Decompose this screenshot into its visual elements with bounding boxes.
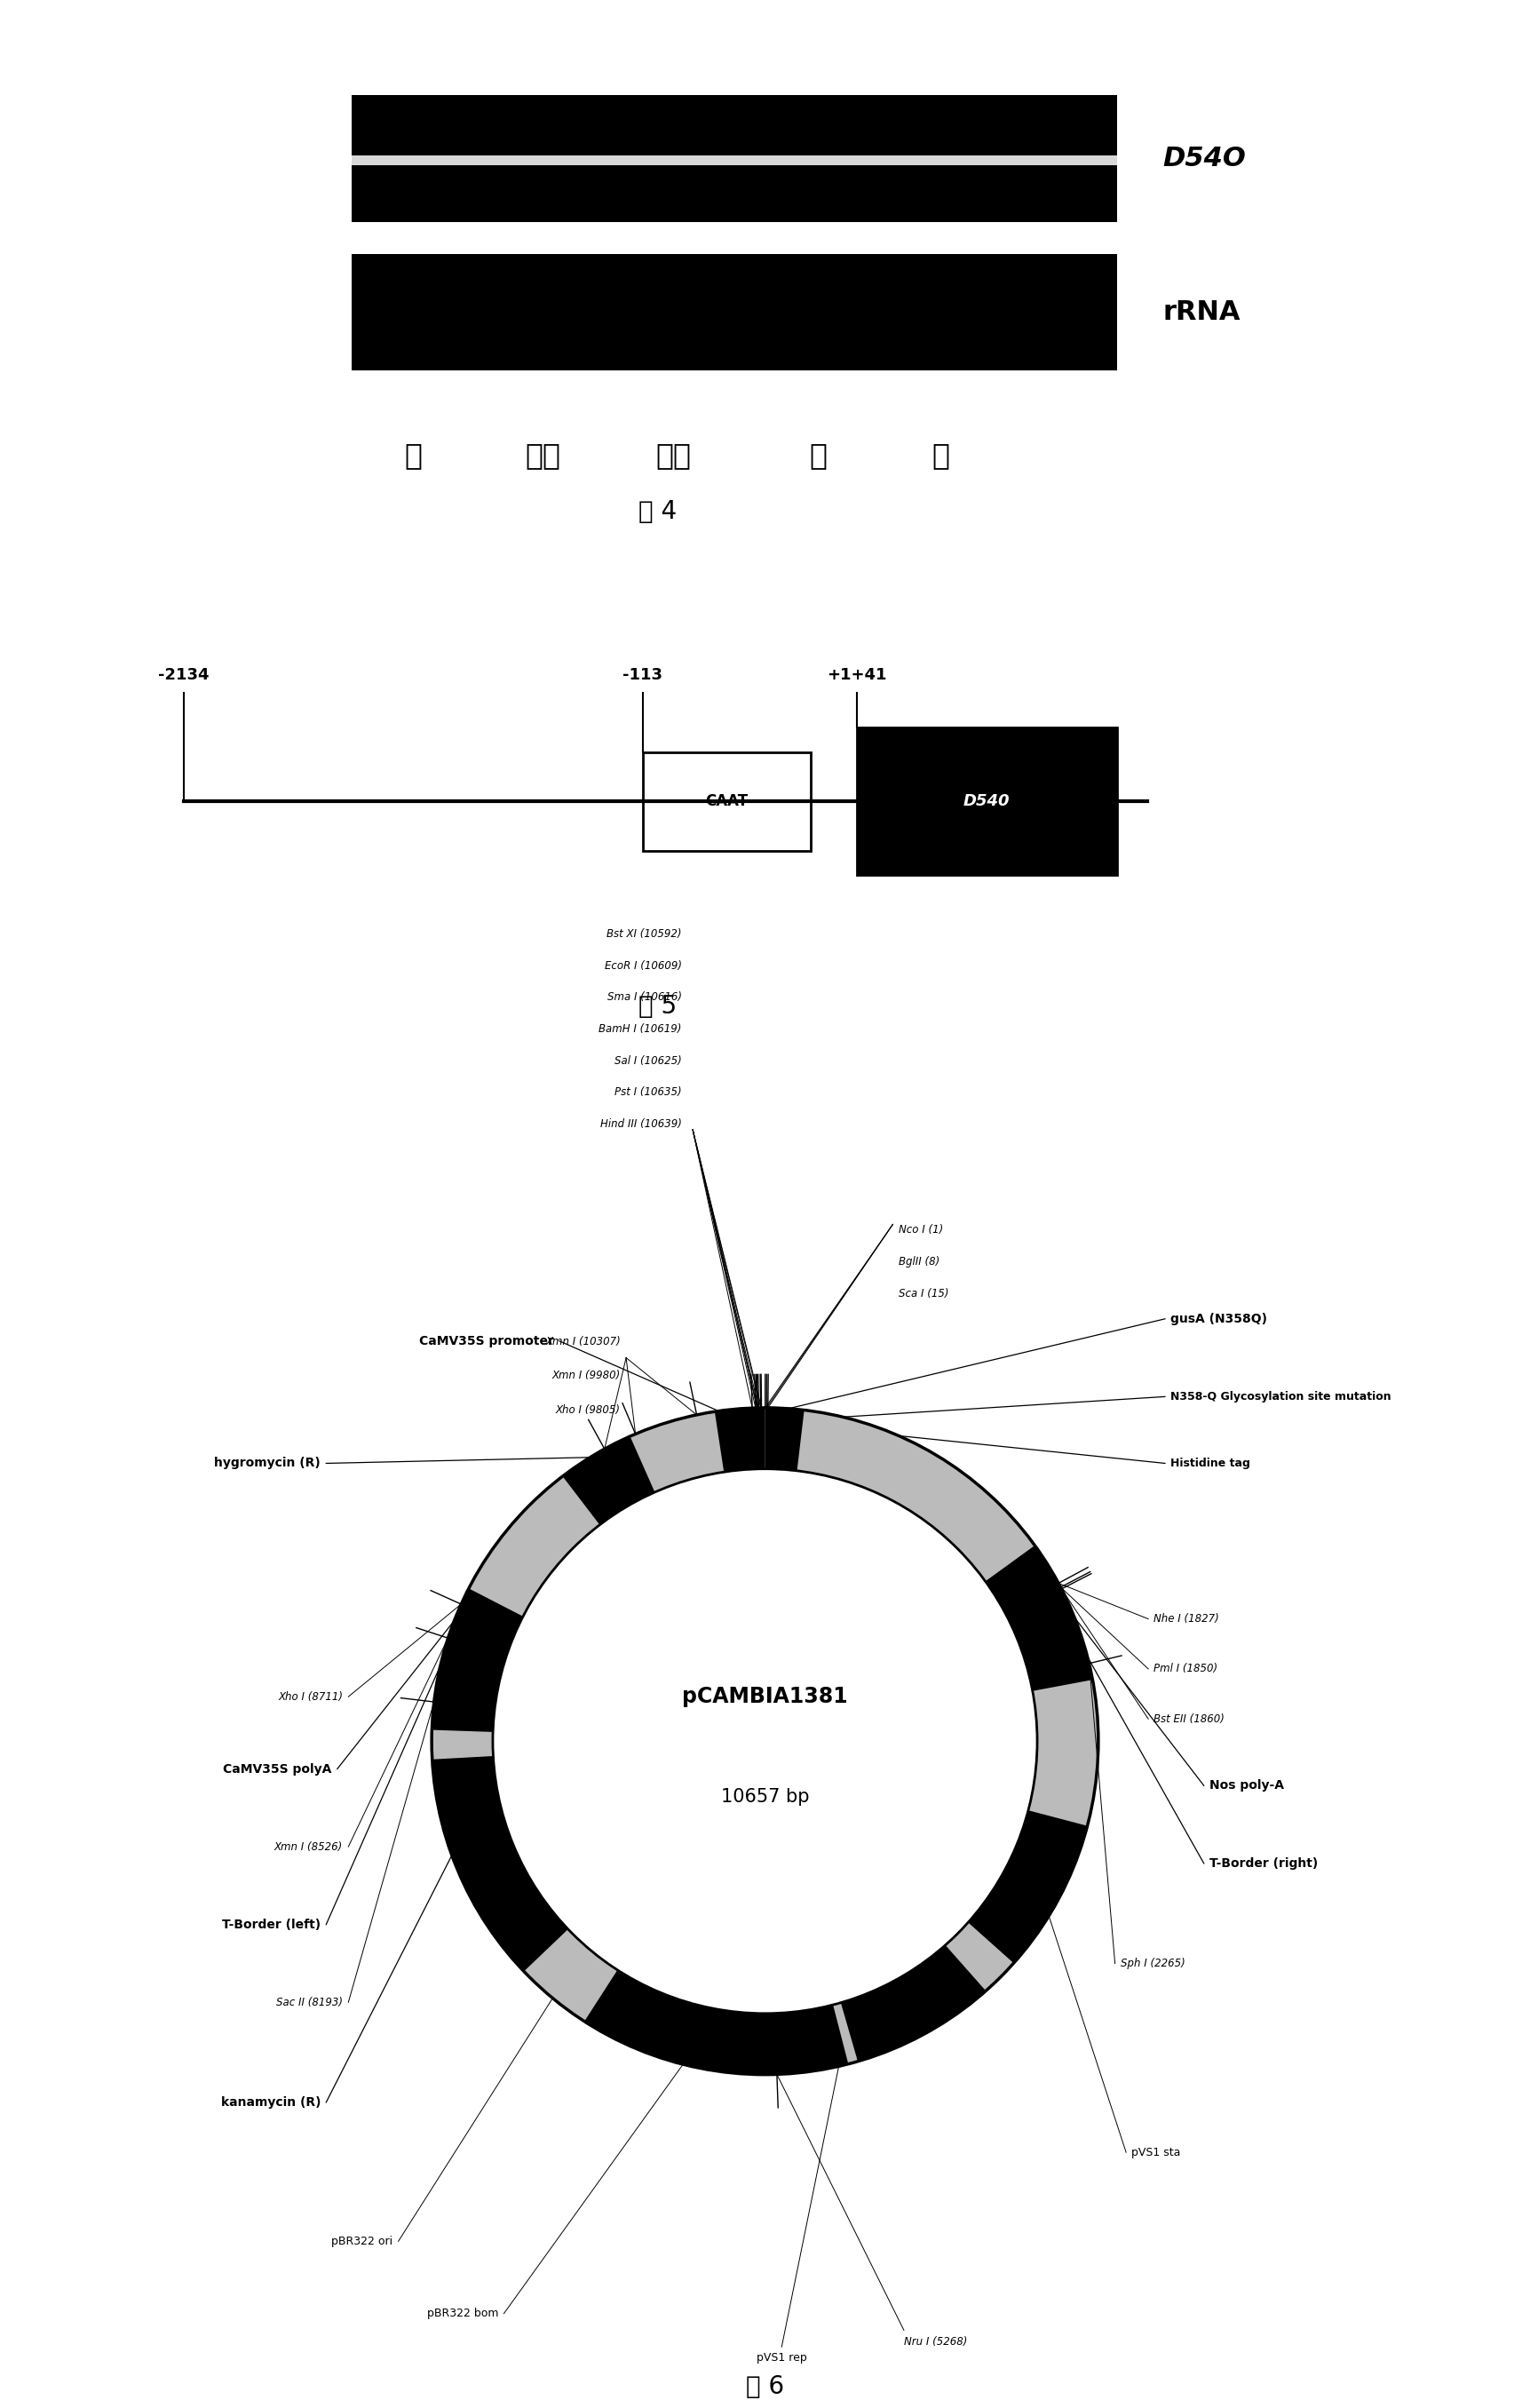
Text: Pst I (10635): Pst I (10635) [615,1086,682,1098]
Text: pVS1 sta: pVS1 sta [1132,2146,1181,2158]
Text: 10657 bp: 10657 bp [721,1787,809,1806]
Text: D540: D540 [964,792,1010,809]
Text: +1+41: +1+41 [826,667,887,684]
Text: Pml I (1850): Pml I (1850) [1154,1664,1218,1674]
Text: Sca I (15): Sca I (15) [898,1288,949,1300]
Bar [352,255,1117,371]
Text: pVS1 rep: pVS1 rep [756,2353,806,2365]
Polygon shape [715,1409,765,1471]
Text: gusA (N358Q): gusA (N358Q) [1170,1312,1267,1324]
Text: Nru I (5268): Nru I (5268) [904,2336,967,2348]
Text: D54O: D54O [1163,147,1245,171]
Text: Nco I (1): Nco I (1) [898,1223,942,1235]
Text: Xho I (8711): Xho I (8711) [278,1690,343,1702]
Polygon shape [431,1589,523,1731]
Text: Xmn I (8526): Xmn I (8526) [274,1842,343,1852]
Text: T-Border (right): T-Border (right) [1209,1857,1317,1869]
Wedge shape [431,1409,1099,2076]
Bar [352,96,1117,222]
Text: BamH I (10619): BamH I (10619) [598,1023,682,1035]
Text: 穗: 穗 [932,441,950,470]
Text: Nhe I (1827): Nhe I (1827) [1154,1613,1219,1625]
Text: Histidine tag: Histidine tag [1170,1457,1250,1469]
Text: Xho I (9805): Xho I (9805) [555,1404,621,1416]
Text: hygromycin (R): hygromycin (R) [214,1457,321,1469]
Polygon shape [563,1435,655,1524]
Polygon shape [985,1546,1092,1690]
Text: N358-Q Glycosylation site mutation: N358-Q Glycosylation site mutation [1170,1392,1391,1401]
Text: T-Border (left): T-Border (left) [222,1919,321,1931]
Text: CaMV35S promoter: CaMV35S promoter [419,1334,554,1348]
Polygon shape [431,1755,568,1972]
Text: 叶鞘: 叶鞘 [655,441,692,470]
Text: Sac II (8193): Sac II (8193) [277,1996,343,2008]
Polygon shape [842,1946,985,2061]
Polygon shape [765,1409,805,1471]
Text: 根: 根 [404,441,422,470]
Text: Xmn I (9980): Xmn I (9980) [552,1370,621,1382]
Text: CAAT: CAAT [705,792,748,809]
Polygon shape [584,1970,848,2076]
Text: BglII (8): BglII (8) [898,1257,939,1267]
Text: -2134: -2134 [158,667,210,684]
Text: 图 6: 图 6 [745,2374,785,2398]
Text: Bst EII (1860): Bst EII (1860) [1154,1712,1226,1724]
Text: rRNA: rRNA [1163,299,1241,325]
Text: pCAMBIA1381: pCAMBIA1381 [682,1686,848,1707]
Text: EcoR I (10609): EcoR I (10609) [604,961,682,970]
Text: CaMV35S polyA: CaMV35S polyA [223,1763,332,1775]
Bar [857,727,1117,877]
Text: Nos poly-A: Nos poly-A [1209,1780,1284,1792]
Text: Sma I (10616): Sma I (10616) [607,992,682,1004]
Text: 茎: 茎 [809,441,828,470]
Text: -113: -113 [623,667,662,684]
Text: Sal I (10625): Sal I (10625) [615,1055,682,1067]
Text: 图 4: 图 4 [638,498,678,525]
Text: Hind III (10639): Hind III (10639) [600,1117,682,1129]
Bar [643,751,811,850]
Text: Xmn I (10307): Xmn I (10307) [545,1336,621,1346]
Bar [352,154,1117,166]
Text: Sph I (2265): Sph I (2265) [1120,1958,1186,1970]
Text: 叶片: 叶片 [525,441,562,470]
Text: 图 5: 图 5 [638,995,678,1019]
Text: Bst XI (10592): Bst XI (10592) [606,929,682,939]
Text: pBR322 bom: pBR322 bom [427,2307,499,2319]
Polygon shape [968,1811,1088,1963]
Text: kanamycin (R): kanamycin (R) [220,2095,321,2109]
Text: pBR322 ori: pBR322 ori [332,2235,393,2247]
